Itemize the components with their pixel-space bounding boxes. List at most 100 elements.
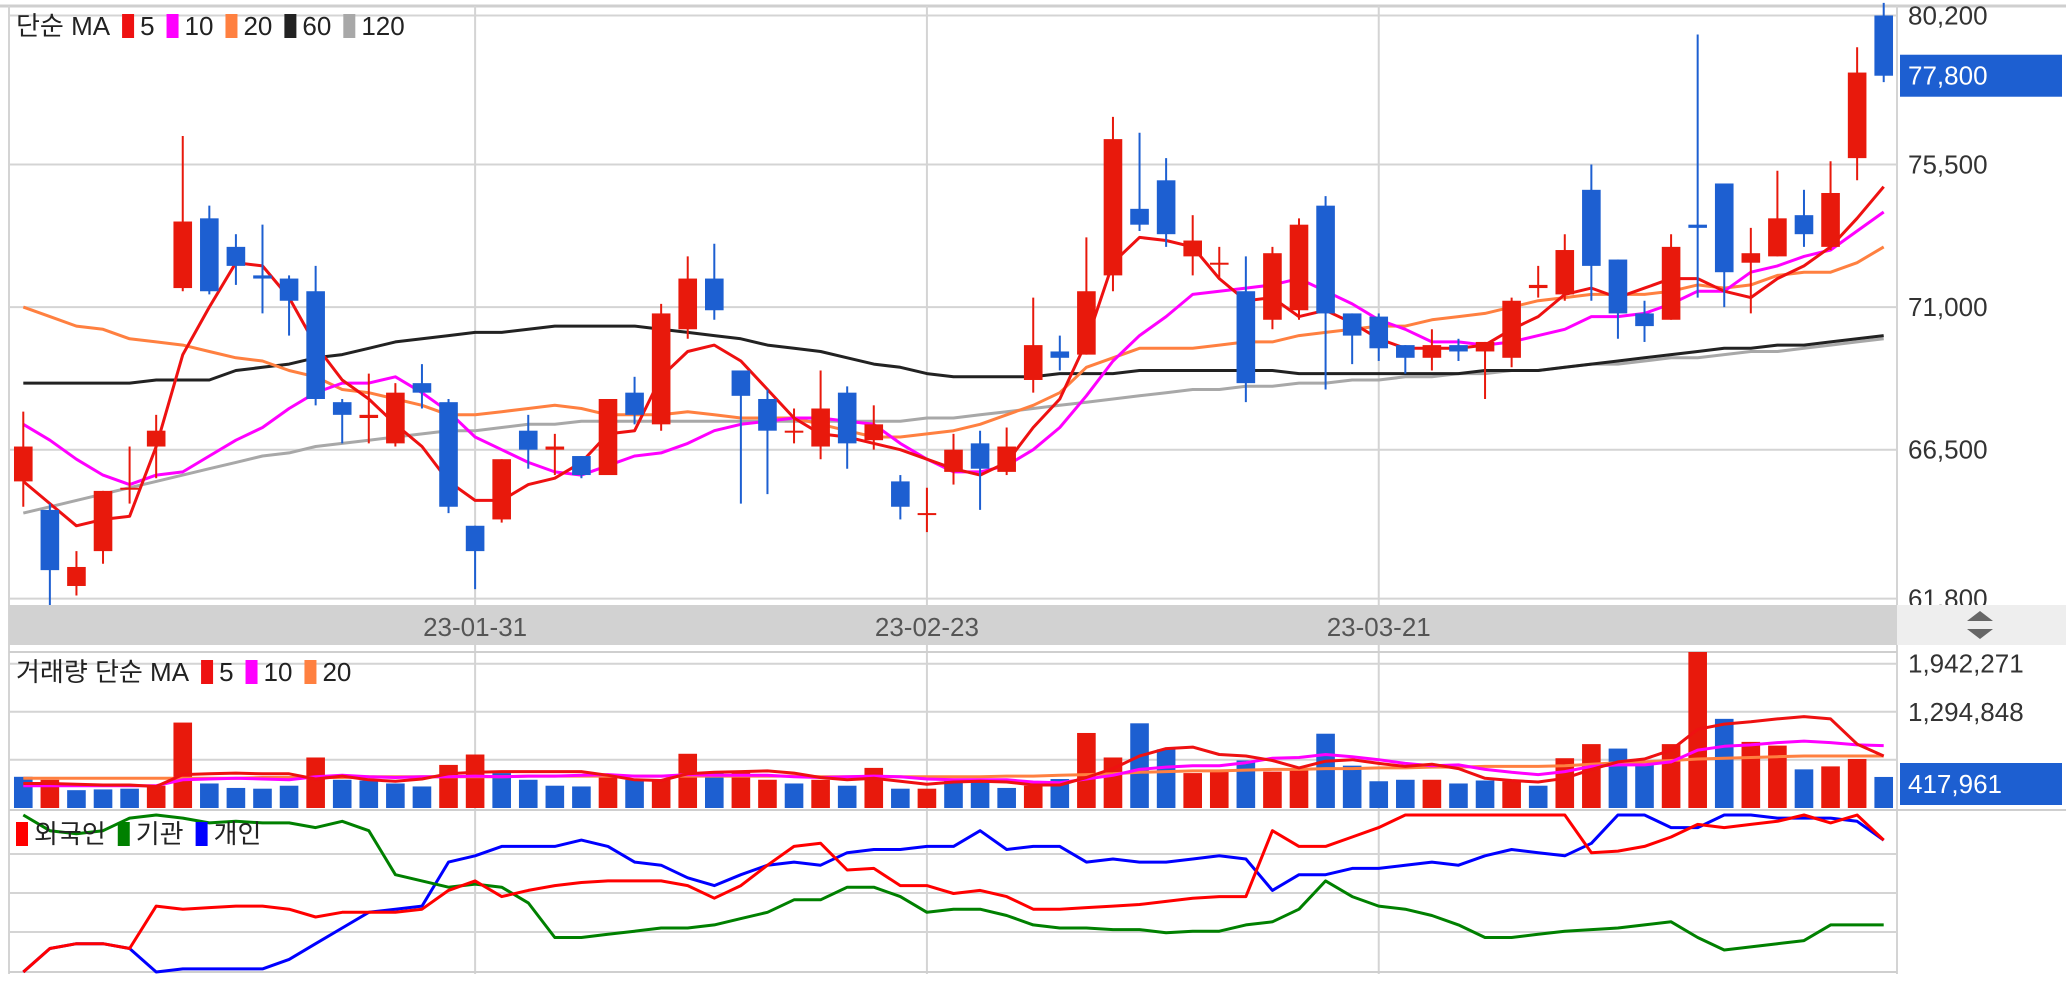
candle-body[interactable] [1103,139,1123,276]
candle-body[interactable] [1582,189,1601,266]
candle-body[interactable] [1528,284,1548,289]
volume-bar[interactable] [439,764,458,808]
volume-bar[interactable] [651,779,671,808]
volume-bar[interactable] [1874,776,1894,808]
candle-body[interactable] [1555,250,1575,295]
volume-bar[interactable] [625,779,644,808]
candle-body[interactable] [625,392,644,415]
volume-bar[interactable] [146,785,166,808]
candle-body[interactable] [1768,218,1787,257]
candle-body[interactable] [1821,192,1840,247]
candle-body[interactable] [465,525,485,552]
candle-body[interactable] [412,383,432,393]
candle-body[interactable] [1289,224,1309,311]
candle-body[interactable] [439,402,458,507]
volume-bar[interactable] [545,785,565,808]
date-axis[interactable]: 23-01-31 23-02-23 23-03-21 [9,605,2066,645]
volume-bar[interactable] [1449,783,1468,808]
volume-bar[interactable] [1263,771,1282,808]
candle-body[interactable] [67,566,86,586]
candle-body[interactable] [891,481,910,507]
volume-bar[interactable] [944,779,963,808]
volume-bar[interactable] [465,754,485,808]
volume-bar[interactable] [1768,745,1787,808]
volume-bar[interactable] [332,779,352,808]
volume-bar[interactable] [1821,766,1840,808]
volume-bar[interactable] [997,787,1016,808]
candle-body[interactable] [1050,351,1070,358]
candle-body[interactable] [837,392,857,444]
candle-body[interactable] [1635,313,1654,327]
candle-body[interactable] [997,446,1016,472]
candle-body[interactable] [678,278,698,330]
volume-bar[interactable] [970,782,990,808]
volume-bar[interactable] [705,772,724,808]
candle-body[interactable] [173,221,193,289]
volume-bar[interactable] [1183,773,1202,808]
candle-body[interactable] [359,414,379,419]
volume-bar[interactable] [492,773,511,808]
candle-body[interactable] [1316,205,1335,314]
candle-body[interactable] [731,370,751,396]
volume-bar[interactable] [412,786,432,808]
volume-bar[interactable] [1396,779,1415,808]
volume-bar[interactable] [1475,780,1495,808]
volume-bar[interactable] [1236,760,1256,808]
volume-bar[interactable] [67,790,86,808]
volume-bar[interactable] [1316,733,1335,808]
volume-bar[interactable] [598,777,618,808]
candle-body[interactable] [1236,291,1256,384]
candle-body[interactable] [1608,259,1628,314]
volume-bar[interactable] [1130,723,1149,808]
candle-body[interactable] [1209,262,1229,265]
candle-body[interactable] [279,278,299,301]
volume-bar[interactable] [758,779,777,808]
candle-body[interactable] [1156,180,1176,235]
candle-body[interactable] [386,392,405,444]
candle-body[interactable] [545,446,565,450]
volume-bar[interactable] [572,786,591,808]
volume-bar[interactable] [1608,748,1628,808]
candle-body[interactable] [1794,215,1814,235]
candle-body[interactable] [1847,72,1867,159]
volume-bar[interactable] [784,783,804,808]
volume-bar[interactable] [93,789,113,808]
volume-bar[interactable] [306,757,325,808]
volume-bar[interactable] [518,779,538,808]
candle-body[interactable] [253,275,272,279]
candle-body[interactable] [784,430,804,433]
candle-body[interactable] [917,513,937,516]
candle-body[interactable] [306,291,325,399]
volume-bar[interactable] [13,776,33,808]
volume-bar[interactable] [359,780,379,808]
candles[interactable] [13,2,1894,618]
candle-body[interactable] [332,402,352,415]
resize-handle-icon[interactable] [1967,611,1993,639]
volume-bar[interactable] [226,787,246,808]
volume-bar[interactable] [253,788,272,808]
candle-body[interactable] [1874,15,1894,76]
candle-body[interactable] [1263,253,1282,320]
volume-bar[interactable] [1422,779,1442,808]
candle-body[interactable] [93,490,113,552]
candle-body[interactable] [1475,341,1495,352]
volume-bar[interactable] [1023,785,1043,808]
volume-bar[interactable] [917,788,937,808]
volume-bar[interactable] [1794,769,1814,808]
candle-body[interactable] [1741,253,1761,263]
candle-body[interactable] [572,456,591,476]
candle-body[interactable] [944,449,963,472]
candle-body[interactable] [1023,345,1043,380]
volume-bar[interactable] [811,779,830,808]
candle-body[interactable] [1502,300,1521,358]
volume-bar[interactable] [386,783,405,808]
candle-body[interactable] [811,408,830,447]
candle-body[interactable] [651,313,671,425]
candle-body[interactable] [40,509,60,571]
volume-bar[interactable] [279,785,299,808]
candle-body[interactable] [1714,183,1734,273]
candle-body[interactable] [492,459,511,520]
volume-bar[interactable] [731,770,751,808]
candle-body[interactable] [598,398,618,476]
